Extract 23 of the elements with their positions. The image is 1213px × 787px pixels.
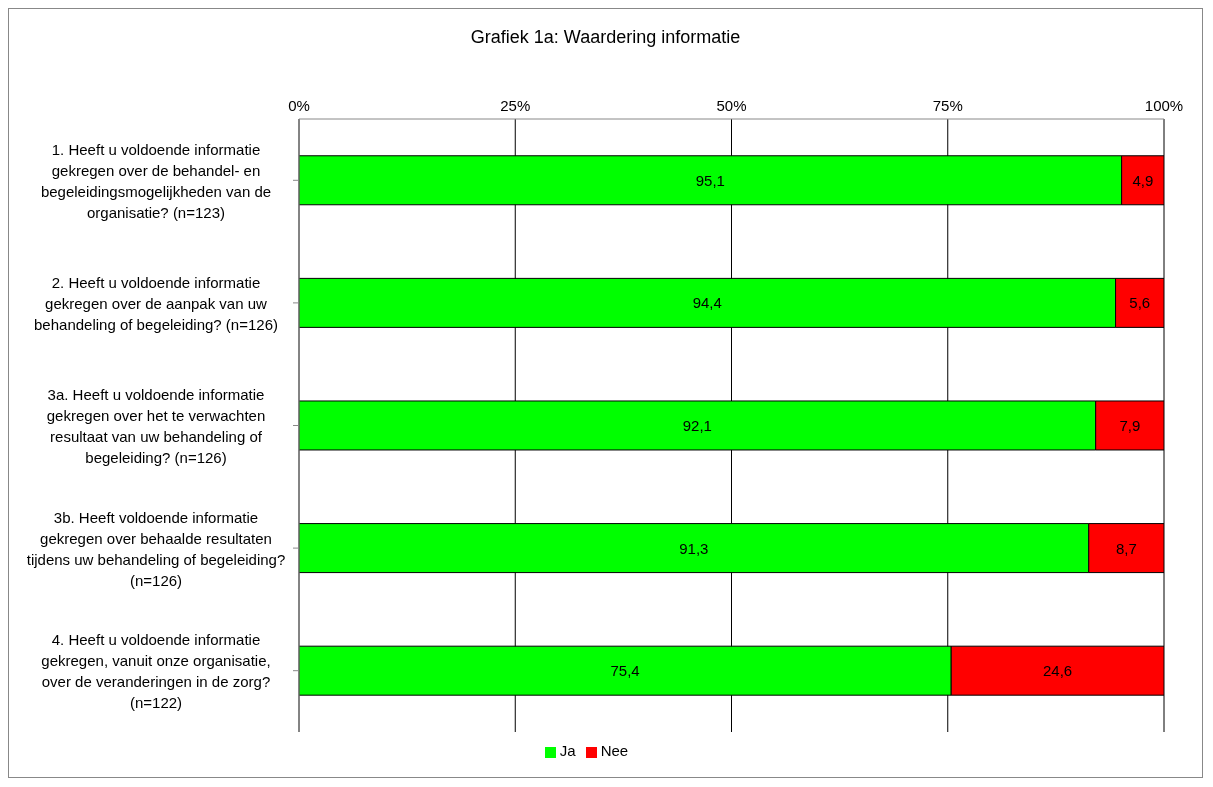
data-label: 91,3: [679, 539, 709, 557]
data-label: 75,4: [610, 662, 640, 680]
data-label: 7,9: [1119, 416, 1141, 434]
y-tick-label: 2. Heeft u voldoende informatie gekregen over de aanpak van uw behandeling of begeleiding? (n=126): [34, 273, 278, 333]
data-label: 8,7: [1115, 539, 1137, 557]
y-tick-label: 4. Heeft u voldoende informatie gekregen, vanuit onze organisatie, over de veranderingen in de zorg? (n=122): [41, 630, 271, 711]
data-label: 95,1: [695, 171, 725, 189]
data-label: 24,6: [1043, 662, 1073, 680]
x-tick-label: 100%: [1144, 97, 1184, 114]
y-tick-label: 3b. Heeft voldoende informatie gekregen over behaalde resultaten tijdens uw behandeling of begeleiding? (n=126): [26, 508, 286, 589]
chart-title: Grafiek 1a: Waardering informatie: [469, 27, 742, 48]
legend-label: Ja: [559, 742, 576, 759]
data-label: 4,9: [1132, 171, 1154, 189]
y-tick-label: 1. Heeft u voldoende informatie gekregen over de behandel- en begeleidingsmogelijkheden van de organisatie? (n=123): [40, 140, 272, 221]
y-tick-label: 3a. Heeft u voldoende informatie gekregen over het te verwachten resultaat van uw behandeling of begeleiding? (n=126): [46, 385, 266, 466]
data-label: 94,4: [692, 294, 722, 312]
x-tick-label: 50%: [716, 97, 747, 114]
x-tick-label: 75%: [932, 97, 963, 114]
data-label: 5,6: [1129, 294, 1151, 312]
data-label: 92,1: [682, 416, 712, 434]
x-tick-label: 25%: [500, 97, 531, 114]
legend-label: Nee: [600, 742, 629, 759]
x-tick-label: 0%: [288, 97, 310, 114]
